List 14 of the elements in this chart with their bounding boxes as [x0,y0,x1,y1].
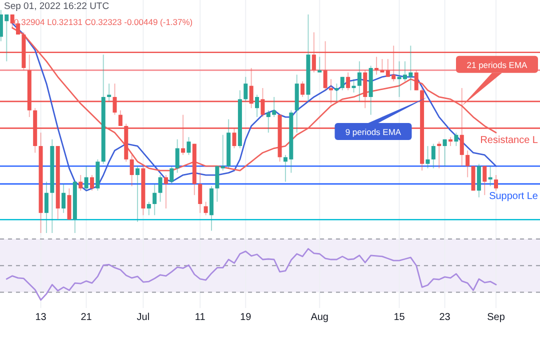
x-tick-label: Jul [136,312,150,323]
x-tick-label: 19 [240,312,252,323]
ref-line-label: Resistance L [480,135,538,146]
x-tick-label: 21 [80,312,92,323]
x-tick-label: Aug [310,312,329,323]
x-tick-label: 13 [35,312,47,323]
text: 21 periods EMA [466,60,528,70]
annotation: Sep 01, 2022 16:22 UTC [4,1,110,12]
x-tick-label: 11 [194,312,206,323]
ref-line-label: Support Le [489,190,538,202]
x-tick-label: 23 [439,312,451,323]
x-tick-label: Sep [487,312,506,323]
x-tick-label: 15 [394,312,406,323]
text: 9 periods EMA [345,126,402,137]
